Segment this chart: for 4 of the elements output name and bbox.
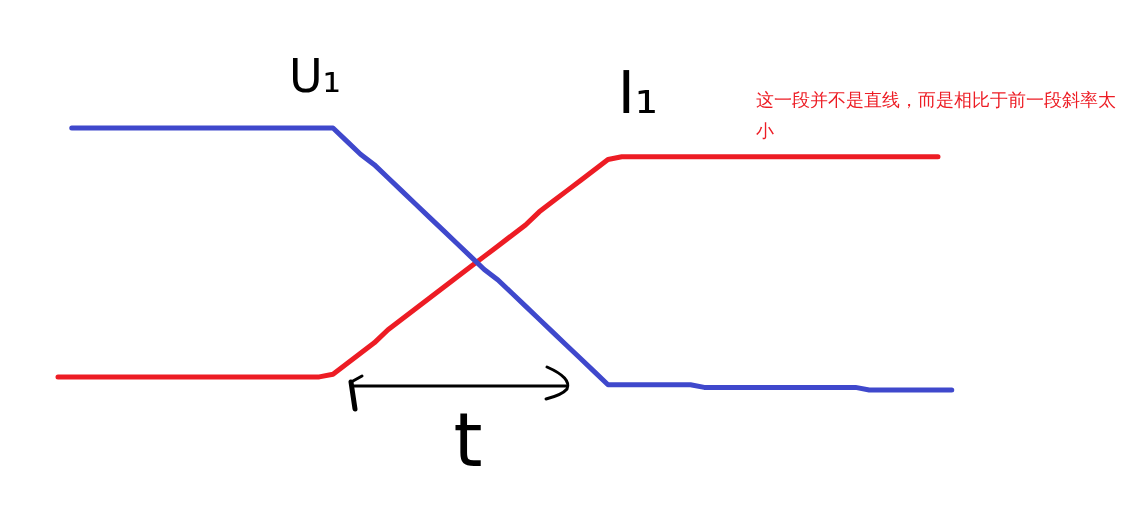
annotation: 这一段并不是直线，而是相比于前一段斜率太小 [756,88,1117,143]
series-label: I₁ [617,58,659,127]
text: t [453,397,483,483]
series-label: U₁ [288,49,341,103]
